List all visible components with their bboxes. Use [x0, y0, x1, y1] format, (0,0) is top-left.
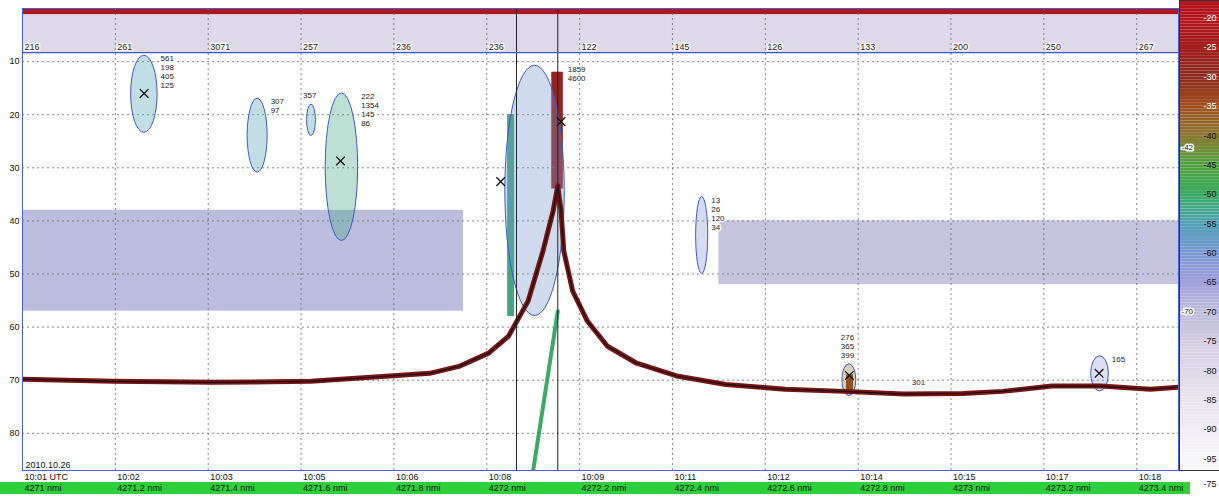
svg-text:200: 200	[953, 42, 968, 52]
svg-text:267: 267	[1139, 42, 1154, 52]
svg-text:10:01 UTC: 10:01 UTC	[25, 472, 69, 482]
svg-text:133: 133	[860, 42, 875, 52]
svg-text:10: 10	[9, 56, 19, 66]
svg-text:-42: -42	[1182, 143, 1194, 152]
svg-text:222: 222	[361, 92, 375, 101]
svg-text:-95: -95	[1203, 454, 1216, 464]
svg-text:301: 301	[912, 378, 926, 387]
svg-text:4600: 4600	[568, 74, 586, 83]
svg-text:405: 405	[161, 72, 175, 81]
svg-text:-35: -35	[1203, 101, 1216, 111]
svg-text:10:12: 10:12	[767, 472, 790, 482]
svg-text:10:09: 10:09	[582, 472, 605, 482]
svg-text:40: 40	[9, 216, 19, 226]
svg-text:2010.10.26: 2010.10.26	[26, 460, 71, 470]
svg-text:-70: -70	[1203, 307, 1216, 317]
svg-text:4272.6 nmi: 4272.6 nmi	[767, 483, 812, 493]
svg-text:236: 236	[396, 42, 411, 52]
svg-text:-25: -25	[1203, 42, 1216, 52]
svg-text:-80: -80	[1203, 366, 1216, 376]
svg-text:10:17: 10:17	[1046, 472, 1069, 482]
svg-text:10:02: 10:02	[117, 472, 140, 482]
svg-text:165: 165	[1112, 355, 1126, 364]
svg-text:4273.2 nmi: 4273.2 nmi	[1046, 483, 1091, 493]
svg-text:145: 145	[361, 110, 375, 119]
svg-text:4272 nmi: 4272 nmi	[489, 483, 526, 493]
svg-text:30: 30	[9, 163, 19, 173]
svg-text:561: 561	[161, 54, 175, 63]
svg-text:-45: -45	[1203, 160, 1216, 170]
svg-text:-40: -40	[1203, 131, 1216, 141]
svg-text:236: 236	[489, 42, 504, 52]
svg-text:-60: -60	[1203, 248, 1216, 258]
svg-text:4271 nmi: 4271 nmi	[25, 483, 62, 493]
svg-text:97: 97	[271, 106, 280, 115]
svg-text:10:05: 10:05	[303, 472, 326, 482]
svg-text:10:18: 10:18	[1139, 472, 1162, 482]
svg-text:4271.4 nmi: 4271.4 nmi	[210, 483, 255, 493]
svg-text:-30: -30	[1203, 72, 1216, 82]
svg-text:250: 250	[1046, 42, 1061, 52]
svg-text:-50: -50	[1203, 189, 1216, 199]
svg-text:-20: -20	[1203, 13, 1216, 23]
svg-text:4273.4 nmi: 4273.4 nmi	[1139, 483, 1184, 493]
svg-text:198: 198	[161, 63, 175, 72]
svg-text:-65: -65	[1203, 277, 1216, 287]
svg-text:261: 261	[117, 42, 132, 52]
svg-text:-70: -70	[1182, 307, 1194, 316]
svg-text:357: 357	[303, 91, 317, 100]
svg-text:4271.8 nmi: 4271.8 nmi	[396, 483, 441, 493]
svg-text:-90: -90	[1203, 424, 1216, 434]
svg-text:80: 80	[9, 428, 19, 438]
svg-text:120: 120	[711, 214, 725, 223]
svg-text:20: 20	[9, 110, 19, 120]
svg-text:216: 216	[25, 42, 40, 52]
svg-text:257: 257	[303, 42, 318, 52]
svg-text:10:06: 10:06	[396, 472, 419, 482]
svg-text:10:15: 10:15	[953, 472, 976, 482]
svg-text:4272.8 nmi: 4272.8 nmi	[860, 483, 905, 493]
svg-text:4271.2 nmi: 4271.2 nmi	[117, 483, 162, 493]
svg-text:4272.2 nmi: 4272.2 nmi	[582, 483, 627, 493]
svg-text:4271.6 nmi: 4271.6 nmi	[303, 483, 348, 493]
svg-text:4272.4 nmi: 4272.4 nmi	[674, 483, 719, 493]
svg-text:50: 50	[9, 269, 19, 279]
svg-text:-85: -85	[1203, 395, 1216, 405]
svg-text:13: 13	[711, 196, 720, 205]
svg-text:4273 nmi: 4273 nmi	[953, 483, 990, 493]
svg-text:1859: 1859	[568, 65, 586, 74]
svg-text:10:14: 10:14	[860, 472, 883, 482]
svg-text:3071: 3071	[210, 42, 230, 52]
svg-text:26: 26	[711, 205, 720, 214]
svg-text:10:11: 10:11	[674, 472, 696, 482]
svg-text:1354: 1354	[361, 101, 379, 110]
svg-text:365: 365	[841, 342, 855, 351]
svg-text:307: 307	[271, 97, 285, 106]
svg-text:-55: -55	[1203, 219, 1216, 229]
svg-text:86: 86	[361, 119, 370, 128]
svg-text:70: 70	[9, 375, 19, 385]
svg-text:126: 126	[767, 42, 782, 52]
svg-text:60: 60	[9, 322, 19, 332]
svg-text:122: 122	[582, 42, 597, 52]
svg-text:145: 145	[674, 42, 689, 52]
svg-text:276: 276	[841, 333, 855, 342]
svg-text:10:08: 10:08	[489, 472, 512, 482]
svg-text:399: 399	[841, 351, 855, 360]
svg-text:125: 125	[161, 81, 175, 90]
svg-text:-75: -75	[1203, 479, 1216, 489]
svg-text:10:03: 10:03	[210, 472, 233, 482]
svg-text:-75: -75	[1203, 336, 1216, 346]
svg-text:34: 34	[711, 223, 720, 232]
